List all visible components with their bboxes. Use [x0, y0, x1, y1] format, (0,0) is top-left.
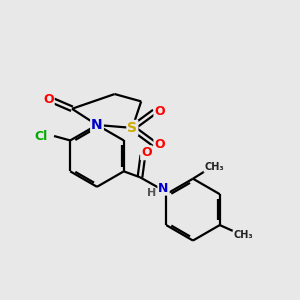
Text: N: N [158, 182, 169, 195]
Text: CH₃: CH₃ [233, 230, 253, 240]
Text: O: O [43, 93, 54, 106]
Text: Cl: Cl [34, 130, 47, 142]
Text: S: S [127, 121, 137, 135]
Text: CH₃: CH₃ [204, 162, 224, 172]
Text: O: O [154, 138, 165, 151]
Text: H: H [146, 188, 156, 198]
Text: O: O [154, 105, 165, 118]
Text: N: N [91, 118, 103, 132]
Text: O: O [141, 146, 152, 159]
